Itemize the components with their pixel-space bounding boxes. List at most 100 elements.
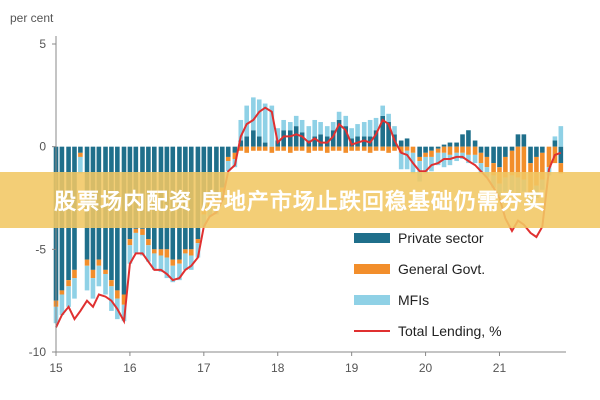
bar-segment (78, 146, 83, 153)
bar-segment (355, 146, 360, 151)
bar-segment (288, 130, 293, 147)
bar-segment (293, 146, 299, 151)
bar-segment (435, 148, 441, 153)
bar-segment (552, 140, 558, 147)
bar-segment (472, 154, 478, 164)
banner-text: 股票场内配资 房地产市场止跌回稳基础仍需夯实 (54, 190, 546, 215)
bar-segment (398, 146, 404, 153)
bar-segment (503, 156, 508, 178)
bar-segment (299, 119, 305, 133)
x-tick-label: 18 (271, 361, 285, 375)
bar-segment (133, 228, 139, 233)
bar-segment (288, 122, 293, 131)
y-tick-label: -5 (35, 242, 46, 256)
bar-segment (534, 146, 539, 157)
bar-segment (417, 156, 422, 162)
bar-segment (441, 146, 447, 153)
bar-segment (534, 156, 539, 186)
bar-segment (251, 97, 256, 131)
bar-segment (380, 115, 385, 147)
bar-segment (96, 259, 102, 266)
bar-segment (330, 122, 336, 131)
bar-segment (367, 146, 373, 153)
bar-segment (256, 146, 262, 151)
bar-segment (343, 146, 349, 153)
bar-segment (355, 136, 360, 147)
bar-segment (170, 259, 176, 266)
bar-segment (140, 228, 145, 235)
bar-segment (324, 146, 330, 153)
bar-segment (503, 146, 508, 157)
bar-segment (170, 265, 176, 283)
bar-segment (238, 146, 244, 151)
bar-segment (392, 126, 397, 135)
bar-segment (96, 265, 102, 287)
bar-segment (318, 122, 323, 135)
bar-segment (404, 146, 410, 151)
bar-segment (447, 142, 453, 147)
bar-segment (251, 130, 256, 147)
bar-segment (355, 124, 360, 137)
bar-segment (558, 146, 564, 164)
bar-segment (275, 146, 281, 151)
bar-segment (423, 156, 428, 174)
bar-segment (115, 290, 120, 299)
bar-segment (484, 146, 490, 157)
bar-segment (183, 253, 188, 270)
bar-segment (59, 294, 65, 316)
bar-segment (398, 140, 404, 147)
bar-segment (349, 146, 354, 151)
bar-segment (66, 280, 71, 287)
total-lending-line (55, 106, 562, 328)
bar-segment (515, 134, 521, 147)
bar-segment (447, 154, 453, 166)
legend-swatch (354, 264, 390, 274)
bar-segment (349, 128, 354, 139)
x-tick-label: 16 (123, 361, 137, 375)
bar-segment (244, 146, 249, 153)
bar-segment (491, 163, 496, 176)
bar-segment (281, 146, 286, 151)
bar-segment (84, 265, 90, 291)
bar-segment (540, 146, 545, 153)
bar-segment (158, 255, 164, 272)
bar-segment (293, 115, 299, 127)
bar-segment (478, 152, 484, 164)
bar-segment (343, 126, 349, 147)
bar-segment (386, 122, 391, 147)
bar-segment (306, 146, 312, 153)
bar-segment (66, 286, 71, 307)
bar-segment (330, 130, 336, 147)
x-tick-label: 20 (419, 361, 433, 375)
bar-segment (423, 152, 428, 157)
bar-segment (546, 146, 552, 168)
bar-segment (78, 152, 83, 157)
bar-segment (472, 140, 478, 147)
legend-label: MFIs (398, 292, 429, 308)
bar-segment (256, 136, 262, 147)
bar-segment (392, 146, 397, 151)
bar-segment (454, 146, 459, 153)
bar-segment (386, 146, 391, 153)
bar-segment (361, 146, 367, 151)
bar-segment (373, 117, 379, 131)
y-tick-label: 0 (39, 140, 46, 154)
bar-segment (238, 140, 244, 147)
bar-segment (361, 122, 367, 137)
bar-segment (558, 126, 564, 147)
bar-segment (478, 163, 484, 174)
bar-segment (244, 105, 249, 137)
bar-segment (177, 263, 182, 281)
bar-segment (146, 239, 151, 246)
bar-segment (232, 152, 238, 159)
bar-segment (466, 154, 471, 164)
bar-segment (262, 142, 268, 147)
bar-segment (380, 146, 385, 151)
bar-segment (251, 146, 256, 151)
bar-segment (133, 232, 139, 254)
x-tick-label: 21 (493, 361, 507, 375)
bar-segment (275, 128, 281, 141)
bar-segment (386, 113, 391, 123)
bar-segment (367, 119, 373, 137)
bar-segment (262, 103, 268, 143)
